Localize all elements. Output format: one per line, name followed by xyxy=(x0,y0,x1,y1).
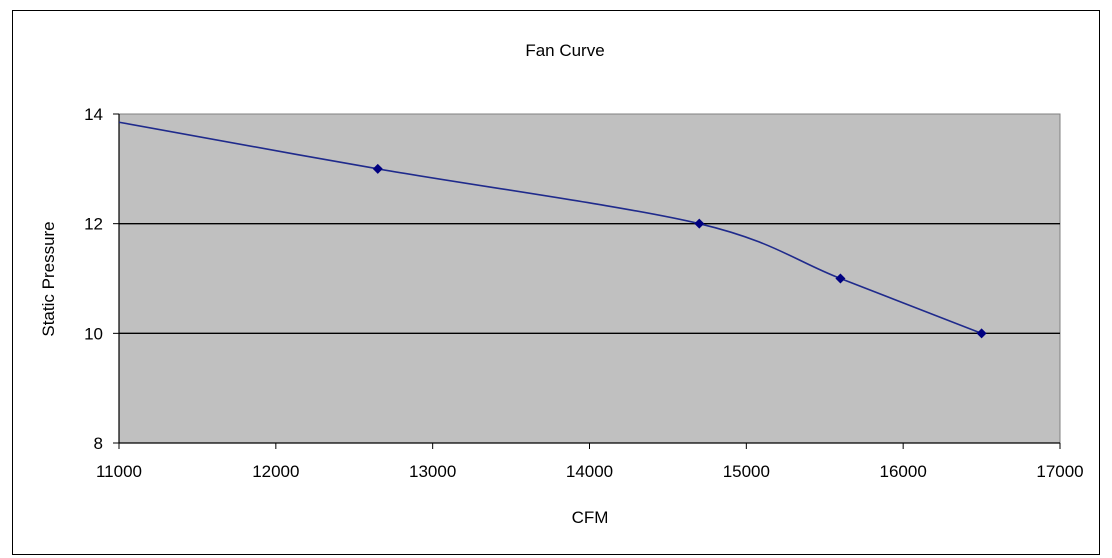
y-tick-label: 14 xyxy=(84,105,103,124)
y-tick-label: 12 xyxy=(84,215,103,234)
x-tick-label: 15000 xyxy=(723,462,770,481)
chart-title: Fan Curve xyxy=(525,41,604,60)
axes xyxy=(113,113,1061,449)
x-tick-label: 12000 xyxy=(252,462,299,481)
data-point-marker xyxy=(976,328,987,339)
plot-area xyxy=(118,113,1061,444)
x-tick-label: 14000 xyxy=(566,462,613,481)
data-point-marker xyxy=(835,273,846,284)
x-tick-label: 13000 xyxy=(409,462,456,481)
x-tick-label: 11000 xyxy=(96,462,142,481)
y-tick-label: 8 xyxy=(94,434,103,453)
data-point-marker xyxy=(694,218,705,229)
x-axis-label: CFM xyxy=(572,508,609,527)
x-tick-label: 16000 xyxy=(880,462,927,481)
y-axis-label: Static Pressure xyxy=(39,221,58,336)
tick-labels: 11000 12000 13000 14000 15000 16000 17000 8 10 12… xyxy=(84,105,1084,481)
data-point-marker xyxy=(372,163,383,174)
markers xyxy=(372,163,987,339)
gridlines xyxy=(119,223,1060,334)
y-tick-label: 10 xyxy=(84,324,103,343)
series-line xyxy=(118,121,982,335)
x-tick-label: 17000 xyxy=(1036,462,1083,481)
